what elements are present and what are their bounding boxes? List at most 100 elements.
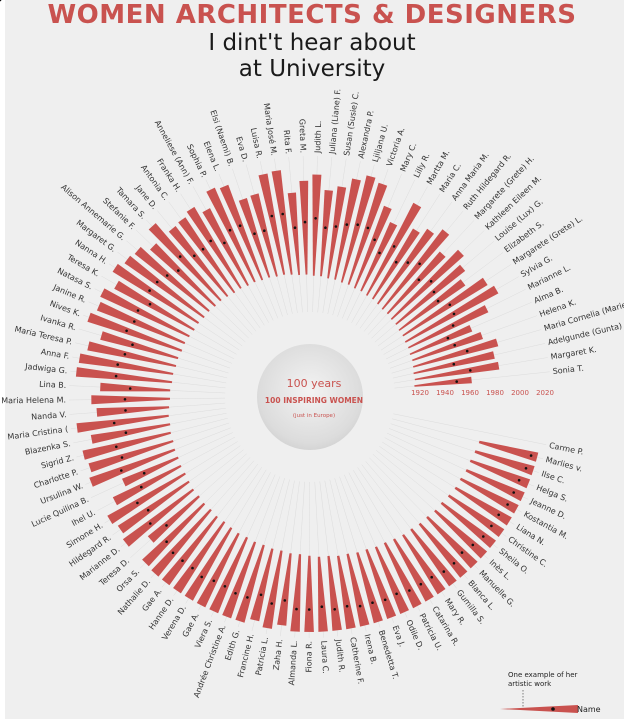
work-marker [171, 551, 175, 555]
work-marker [358, 604, 362, 608]
bar [374, 546, 409, 614]
bar [383, 542, 422, 609]
work-marker [293, 226, 297, 229]
bar [206, 187, 256, 283]
bar [262, 550, 283, 629]
work-marker [165, 524, 168, 527]
center-years-text: 100 years [287, 377, 342, 390]
work-marker [181, 559, 184, 562]
work-marker [146, 508, 150, 512]
work-marker [366, 226, 370, 230]
bar [88, 440, 174, 473]
work-marker [253, 232, 256, 235]
bar [134, 246, 210, 312]
year-tick-label: 1960 [461, 389, 479, 397]
name-label: Juliana (Liane) F. [328, 88, 343, 155]
name-label: Luisa R. [249, 127, 264, 159]
bar [277, 553, 292, 626]
bar [82, 431, 171, 460]
work-marker [263, 229, 266, 232]
bar [90, 423, 171, 444]
work-marker [469, 369, 472, 372]
bar [299, 180, 309, 275]
bar [366, 202, 422, 296]
work-marker [446, 336, 450, 340]
bar [290, 554, 302, 632]
work-marker [345, 604, 349, 608]
work-marker [123, 353, 127, 356]
bar [402, 277, 488, 337]
work-marker [448, 303, 452, 307]
work-marker [303, 220, 307, 224]
work-marker [418, 262, 421, 266]
year-tick-label: 2020 [536, 389, 554, 397]
bar [347, 182, 388, 285]
bar [340, 175, 376, 283]
bar [100, 331, 179, 360]
name-label: Judith L. [313, 120, 323, 154]
bar [395, 264, 466, 325]
bar [337, 555, 356, 630]
work-marker [234, 592, 237, 595]
bars-group [75, 170, 539, 632]
work-marker [155, 280, 159, 284]
work-marker [212, 579, 216, 583]
bar [161, 515, 218, 586]
work-marker [136, 501, 139, 505]
bar [114, 280, 195, 331]
work-marker [324, 226, 327, 229]
bar [107, 472, 186, 524]
work-marker [383, 598, 387, 602]
work-marker [406, 261, 410, 264]
bar [478, 440, 539, 462]
bar [304, 555, 314, 632]
work-marker [465, 349, 469, 353]
bar [287, 192, 300, 276]
bar [320, 190, 333, 277]
bar [250, 193, 278, 277]
bar [346, 553, 370, 627]
bar [402, 534, 446, 595]
work-marker [131, 343, 134, 347]
work-marker [452, 312, 456, 316]
chart-subtitle-line-2: at University [238, 56, 386, 82]
bar [89, 448, 176, 487]
work-marker [430, 575, 434, 579]
bar [96, 301, 186, 345]
work-marker [142, 471, 146, 475]
work-marker [120, 469, 123, 472]
grid-spoke [393, 413, 547, 445]
legend-caption: One example of her artistic work [508, 671, 578, 688]
work-marker [373, 238, 376, 242]
bar [418, 522, 468, 578]
work-marker [455, 380, 459, 383]
work-marker [270, 214, 274, 218]
work-marker [148, 302, 152, 306]
bar [465, 469, 525, 502]
work-marker [223, 241, 226, 245]
work-marker [283, 599, 287, 602]
name-label: Irena B. [363, 633, 379, 665]
work-marker [238, 224, 242, 227]
work-marker [149, 522, 152, 525]
name-label: Blazenka S. [24, 439, 71, 457]
name-label: Ilse C. [540, 469, 566, 485]
name-label: Patricia L. [254, 636, 270, 676]
chart-title: WOMEN ARCHITECTS & DESIGNERS [47, 0, 577, 30]
bar [474, 450, 535, 476]
work-marker [112, 421, 116, 425]
work-marker [209, 239, 212, 243]
work-marker [123, 398, 127, 401]
work-marker [320, 605, 324, 608]
year-tick-label: 1980 [486, 389, 504, 397]
bar [377, 228, 434, 305]
bar [186, 206, 242, 289]
name-label: Margaret K. [550, 345, 597, 361]
center-europe-text: (just in Europe) [293, 413, 335, 419]
bar [76, 414, 169, 433]
bar [219, 184, 264, 281]
name-label: Eva J. [391, 624, 407, 648]
bar [122, 488, 195, 547]
work-marker [295, 607, 298, 611]
name-label: Eva D. [234, 135, 250, 162]
